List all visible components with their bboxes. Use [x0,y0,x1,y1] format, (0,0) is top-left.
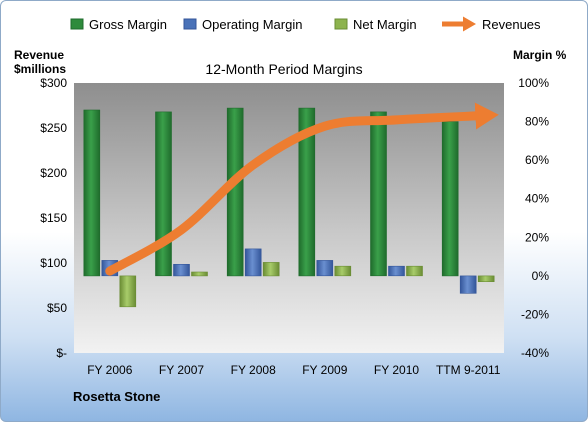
legend-label-gross-margin: Gross Margin [89,17,167,32]
left-axis-title-line2: $millions [14,62,66,76]
legend-swatch-net-margin [334,18,348,30]
bar-gross-margin-5 [441,121,459,277]
category-label: FY 2008 [231,363,276,377]
chart-title: 12-Month Period Margins [205,61,362,77]
legend-label-net-margin: Net Margin [353,17,417,32]
right-tick-label: 100% [518,76,549,90]
legend-swatch-operating-margin [183,18,197,30]
right-tick-label: 40% [525,192,549,206]
bar-gross-margin-1 [155,111,172,277]
bar-net-margin-5 [477,275,495,282]
legend-swatch-gross-margin [70,18,84,30]
plot-area [74,83,504,353]
left-tick-label: $50 [47,301,67,315]
legend-label-operating-margin: Operating Margin [202,17,302,32]
bar-operating-margin-3 [316,260,334,277]
bar-gross-margin-0 [83,109,101,277]
right-tick-label: 60% [525,153,549,167]
bar-gross-margin-4 [370,111,387,277]
bar-operating-margin-1 [173,263,190,277]
right-axis-title: Margin % [513,48,567,62]
legend-label-revenues: Revenues [482,17,541,32]
bar-net-margin-2 [262,262,280,277]
bar-net-margin-1 [191,271,208,277]
category-label: FY 2010 [374,363,419,377]
revenue-line [105,102,499,276]
footer-label: Rosetta Stone [73,389,160,404]
category-label: FY 2007 [159,363,204,377]
left-tick-label: $150 [40,211,67,225]
bar-net-margin-0 [119,275,137,308]
right-tick-label: -40% [521,346,549,360]
right-tick-label: 20% [525,230,549,244]
bar-gross-margin-3 [298,107,316,277]
bar-operating-margin-5 [459,275,477,294]
tick-layer: $- $50 $100 $150 $200 $250 $300 -40% -20% 0% 20% 40… [40,76,549,377]
right-tick-label: 80% [525,115,549,129]
bar-net-margin-3 [334,265,352,277]
left-tick-label: $100 [40,256,67,270]
category-label: FY 2006 [87,363,132,377]
bar-net-margin-4 [406,265,423,277]
bar-operating-margin-4 [388,265,405,277]
left-axis-title-line1: Revenue [14,48,64,62]
left-tick-label: $- [56,346,67,360]
right-tick-label: -20% [521,307,549,321]
left-tick-label: $200 [40,166,67,180]
bar-gross-margin-2 [226,107,244,277]
category-label: TTM 9-2011 [436,363,501,377]
category-label: FY 2009 [302,363,347,377]
left-tick-label: $250 [40,121,67,135]
legend: Gross Margin Operating Margin Net Margin… [70,16,541,32]
bar-operating-margin-2 [244,248,262,277]
revenue-line-layer [105,102,499,276]
right-tick-label: 0% [532,269,550,283]
left-tick-label: $300 [40,76,67,90]
